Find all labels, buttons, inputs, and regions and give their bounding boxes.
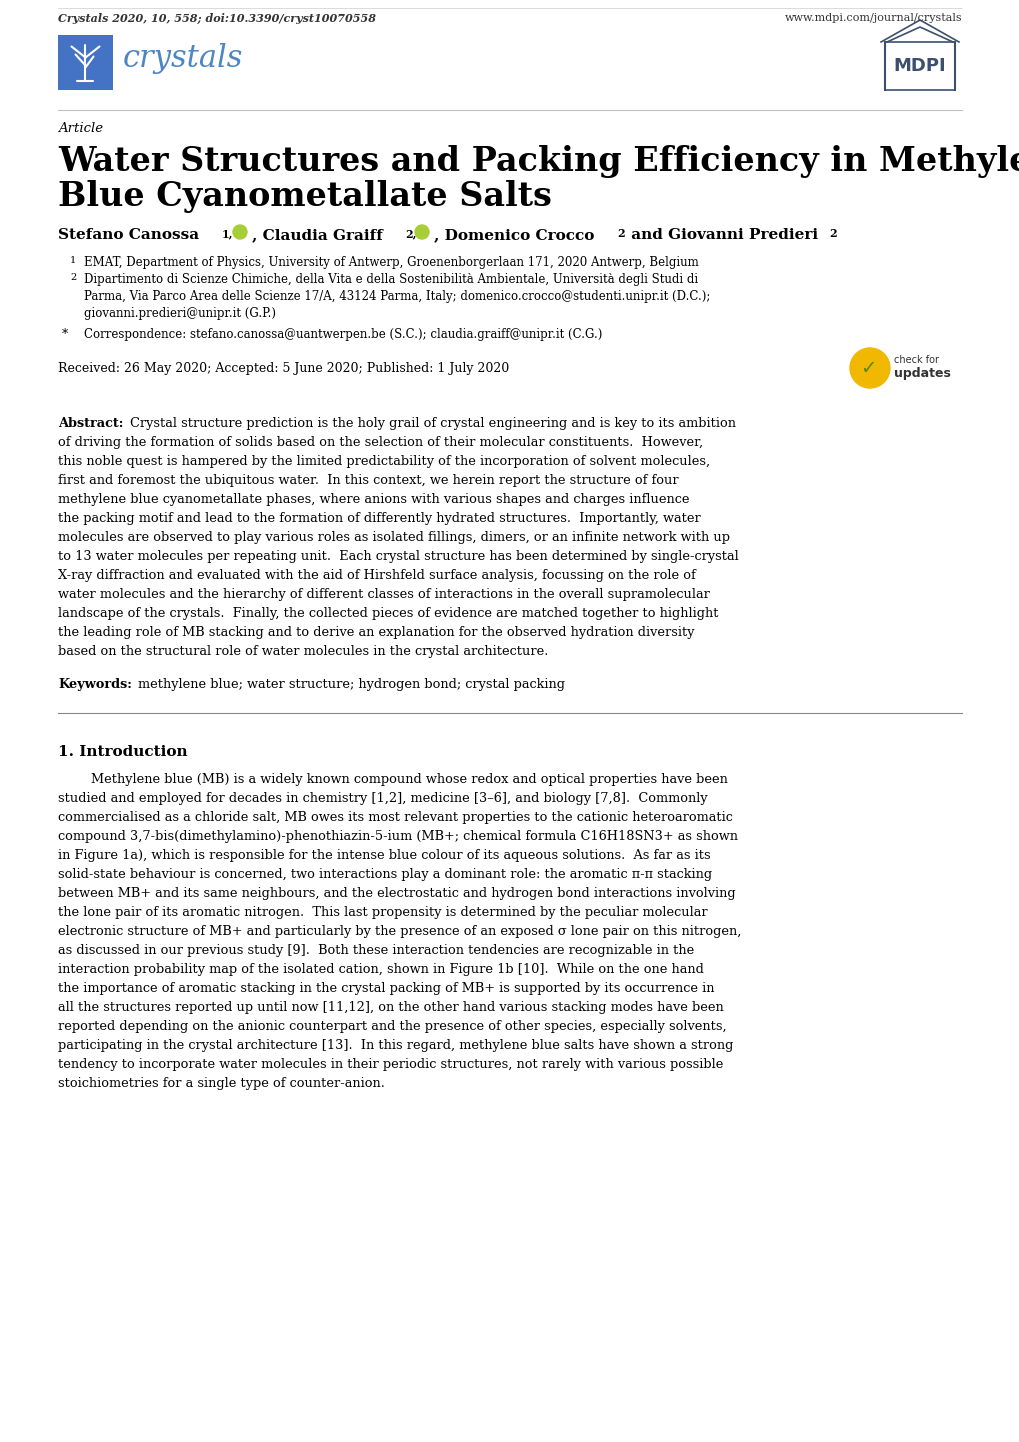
Text: Stefano Canossa: Stefano Canossa (58, 228, 204, 242)
Text: compound 3,7-bis(dimethylamino)-phenothiazin-5-ium (MB+; chemical formula C16H18: compound 3,7-bis(dimethylamino)-phenothi… (58, 831, 738, 844)
Text: Correspondence: stefano.canossa@uantwerpen.be (S.C.); claudia.graiff@unipr.it (C: Correspondence: stefano.canossa@uantwerp… (84, 327, 602, 340)
Text: , Claudia Graiff: , Claudia Graiff (252, 228, 388, 242)
Text: updates: updates (893, 368, 950, 381)
Text: water molecules and the hierarchy of different classes of interactions in the ov: water molecules and the hierarchy of dif… (58, 588, 709, 601)
Text: participating in the crystal architecture [13].  In this regard, methylene blue : participating in the crystal architectur… (58, 1040, 733, 1053)
Text: molecules are observed to play various roles as isolated fillings, dimers, or an: molecules are observed to play various r… (58, 531, 730, 544)
Text: Dipartimento di Scienze Chimiche, della Vita e della Sostenibilità Ambientale, U: Dipartimento di Scienze Chimiche, della … (84, 273, 697, 286)
Text: as discussed in our previous study [9].  Both these interaction tendencies are r: as discussed in our previous study [9]. … (58, 945, 694, 957)
Text: and Giovanni Predieri: and Giovanni Predieri (626, 228, 822, 242)
Circle shape (849, 348, 890, 388)
Text: studied and employed for decades in chemistry [1,2], medicine [3–6], and biology: studied and employed for decades in chem… (58, 792, 707, 805)
Text: MDPI: MDPI (893, 58, 946, 75)
Text: the importance of aromatic stacking in the crystal packing of MB+ is supported b: the importance of aromatic stacking in t… (58, 982, 713, 995)
Text: crystals: crystals (123, 43, 244, 74)
Text: check for: check for (893, 355, 938, 365)
Text: Article: Article (58, 123, 103, 136)
Text: stoichiometries for a single type of counter-anion.: stoichiometries for a single type of cou… (58, 1077, 384, 1090)
FancyBboxPatch shape (884, 42, 954, 89)
Text: methylene blue cyanometallate phases, where anions with various shapes and charg: methylene blue cyanometallate phases, wh… (58, 493, 689, 506)
Text: 1: 1 (70, 257, 76, 265)
Text: Water Structures and Packing Efficiency in Methylene: Water Structures and Packing Efficiency … (58, 146, 1019, 177)
Text: electronic structure of MB+ and particularly by the presence of an exposed σ lon: electronic structure of MB+ and particul… (58, 924, 741, 937)
Text: Methylene blue (MB) is a widely known compound whose redox and optical propertie: Methylene blue (MB) is a widely known co… (58, 773, 728, 786)
Text: Crystal structure prediction is the holy grail of crystal engineering and is key: Crystal structure prediction is the holy… (129, 417, 736, 430)
Text: 2: 2 (70, 273, 76, 283)
Text: first and foremost the ubiquitous water.  In this context, we herein report the : first and foremost the ubiquitous water.… (58, 474, 678, 487)
Text: ✓: ✓ (859, 359, 875, 378)
Text: X-ray diffraction and evaluated with the aid of Hirshfeld surface analysis, focu: X-ray diffraction and evaluated with the… (58, 570, 695, 583)
Text: solid-state behaviour is concerned, two interactions play a dominant role: the a: solid-state behaviour is concerned, two … (58, 868, 711, 881)
Text: methylene blue; water structure; hydrogen bond; crystal packing: methylene blue; water structure; hydroge… (138, 678, 565, 691)
Text: Blue Cyanometallate Salts: Blue Cyanometallate Salts (58, 180, 551, 213)
Text: reported depending on the anionic counterpart and the presence of other species,: reported depending on the anionic counte… (58, 1019, 726, 1032)
Text: 2,*: 2,* (405, 228, 422, 239)
Text: Parma, Via Parco Area delle Scienze 17/A, 43124 Parma, Italy; domenico.crocco@st: Parma, Via Parco Area delle Scienze 17/A… (84, 290, 709, 303)
Text: Crystals 2020, 10, 558; doi:10.3390/cryst10070558: Crystals 2020, 10, 558; doi:10.3390/crys… (58, 13, 376, 23)
Text: landscape of the crystals.  Finally, the collected pieces of evidence are matche: landscape of the crystals. Finally, the … (58, 607, 717, 620)
Text: of driving the formation of solids based on the selection of their molecular con: of driving the formation of solids based… (58, 435, 702, 448)
Text: interaction probability map of the isolated cation, shown in Figure 1b [10].  Wh: interaction probability map of the isola… (58, 963, 703, 976)
Text: the lone pair of its aromatic nitrogen.  This last propensity is determined by t: the lone pair of its aromatic nitrogen. … (58, 906, 707, 919)
Text: tendency to incorporate water molecules in their periodic structures, not rarely: tendency to incorporate water molecules … (58, 1058, 722, 1071)
Text: commercialised as a chloride salt, MB owes its most relevant properties to the c: commercialised as a chloride salt, MB ow… (58, 810, 733, 823)
Text: between MB+ and its same neighbours, and the electrostatic and hydrogen bond int: between MB+ and its same neighbours, and… (58, 887, 735, 900)
Text: based on the structural role of water molecules in the crystal architecture.: based on the structural role of water mo… (58, 645, 548, 658)
Text: iD: iD (418, 229, 426, 235)
Text: in Figure 1a), which is responsible for the intense blue colour of its aqueous s: in Figure 1a), which is responsible for … (58, 849, 710, 862)
Text: 1. Introduction: 1. Introduction (58, 746, 187, 758)
Text: 2: 2 (828, 228, 836, 239)
Circle shape (232, 225, 247, 239)
Text: Received: 26 May 2020; Accepted: 5 June 2020; Published: 1 July 2020: Received: 26 May 2020; Accepted: 5 June … (58, 362, 508, 375)
FancyBboxPatch shape (58, 35, 113, 89)
Text: www.mdpi.com/journal/crystals: www.mdpi.com/journal/crystals (784, 13, 961, 23)
Text: , Domenico Crocco: , Domenico Crocco (433, 228, 599, 242)
Circle shape (415, 225, 429, 239)
Text: giovanni.predieri@unipr.it (G.P.): giovanni.predieri@unipr.it (G.P.) (84, 307, 276, 320)
Text: the packing motif and lead to the formation of differently hydrated structures. : the packing motif and lead to the format… (58, 512, 700, 525)
Text: EMAT, Department of Physics, University of Antwerp, Groenenborgerlaan 171, 2020 : EMAT, Department of Physics, University … (84, 257, 698, 270)
Text: to 13 water molecules per repeating unit.  Each crystal structure has been deter: to 13 water molecules per repeating unit… (58, 549, 738, 562)
Text: this noble quest is hampered by the limited predictability of the incorporation : this noble quest is hampered by the limi… (58, 456, 709, 469)
Text: Abstract:: Abstract: (58, 417, 123, 430)
Text: iD: iD (235, 229, 244, 235)
Text: 1,*: 1,* (222, 228, 239, 239)
Text: the leading role of MB stacking and to derive an explanation for the observed hy: the leading role of MB stacking and to d… (58, 626, 694, 639)
Text: all the structures reported up until now [11,12], on the other hand various stac: all the structures reported up until now… (58, 1001, 723, 1014)
Text: 2: 2 (616, 228, 624, 239)
Text: Keywords:: Keywords: (58, 678, 131, 691)
Text: *: * (62, 327, 68, 340)
